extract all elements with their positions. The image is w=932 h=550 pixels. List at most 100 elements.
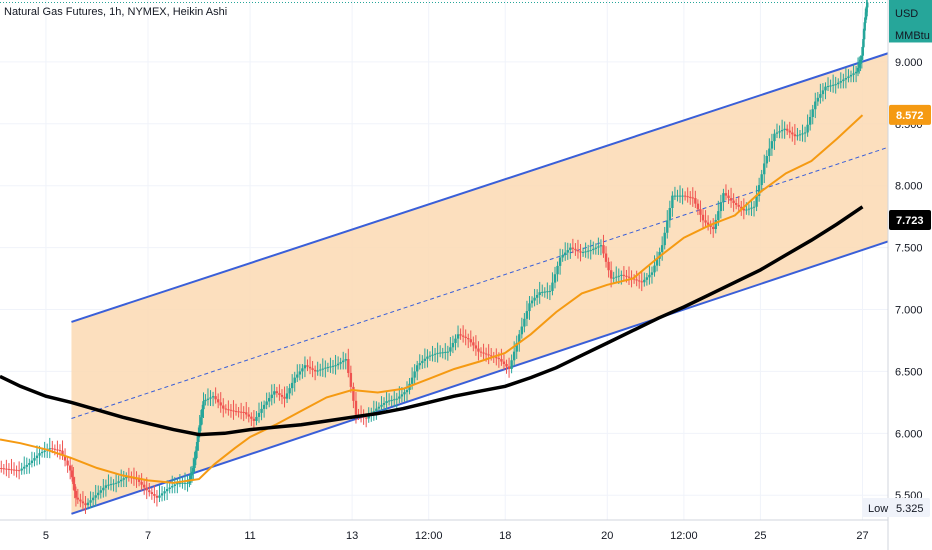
candle-body: [780, 130, 784, 132]
candle-body: [464, 336, 467, 338]
price-axis[interactable]: 9.0008.5008.0007.5007.0006.5006.0005.500…: [862, 0, 932, 550]
candle-body: [558, 257, 562, 266]
candle-body: [584, 251, 587, 253]
candle-body: [257, 412, 261, 417]
low-label-value: 5.325: [896, 503, 924, 515]
price-tick-label: 8.000: [895, 181, 923, 193]
heikin-ashi-candles: [0, 0, 869, 514]
candle-body: [861, 47, 865, 56]
candle-body: [232, 410, 235, 412]
candle-body: [837, 82, 840, 85]
candle-body: [571, 247, 575, 249]
candle-body: [793, 134, 797, 137]
candle-body: [449, 347, 452, 352]
candle-body: [436, 352, 439, 354]
candle-body: [181, 482, 184, 484]
candle-body: [523, 318, 526, 327]
candle-body: [564, 252, 567, 256]
candle-body: [395, 398, 398, 400]
candle-body: [459, 334, 462, 336]
candle-body: [834, 84, 837, 86]
candle-body: [227, 409, 230, 411]
candle-body: [589, 250, 592, 252]
candle-body: [791, 132, 794, 135]
candle-body: [653, 265, 656, 273]
candle-body: [604, 253, 608, 262]
candle-body: [390, 399, 393, 401]
candle-body: [740, 206, 743, 209]
channel-lower-line: [71, 240, 889, 515]
candle-body: [201, 409, 204, 418]
candle-body: [25, 464, 28, 467]
candle-body: [171, 485, 174, 488]
candle-body: [808, 117, 812, 125]
candle-body: [788, 130, 791, 133]
candle-body: [819, 94, 822, 98]
candle-body: [339, 362, 342, 364]
candle-body: [91, 497, 95, 501]
candle-body: [773, 133, 776, 142]
channel-upper-line: [71, 52, 889, 323]
candle-body: [862, 39, 865, 48]
candle-body: [416, 365, 419, 372]
candle-body: [324, 367, 327, 369]
candle-body: [824, 86, 827, 91]
candle-body: [609, 270, 613, 279]
candle-body: [535, 294, 539, 298]
candle-body: [114, 482, 118, 484]
candle-body: [691, 197, 694, 199]
candle-body: [865, 7, 868, 13]
candle-body: [329, 366, 332, 368]
price-badge: [889, 210, 931, 231]
candle-body: [301, 368, 304, 372]
candle-body: [38, 453, 41, 456]
time-axis[interactable]: 5 7 11 13 12:00 18 20 12:00 25 27: [0, 519, 888, 542]
candle-body: [202, 401, 205, 410]
candle-body: [737, 204, 740, 207]
candle-body: [413, 371, 416, 378]
candle-body: [311, 368, 314, 370]
candle-body: [712, 226, 715, 230]
candle-body: [538, 292, 541, 295]
candle-body: [760, 174, 763, 186]
candle-body: [193, 459, 196, 468]
candle-body: [222, 405, 225, 409]
time-tick-label: 20: [601, 530, 613, 542]
candle-body: [607, 261, 610, 271]
candle-body: [763, 163, 766, 175]
parallel-channel: [71, 52, 889, 515]
candle-body: [556, 265, 559, 275]
candle-body: [252, 418, 256, 421]
candle-body: [288, 388, 291, 394]
candle-body: [681, 195, 684, 197]
candle-body: [510, 360, 513, 369]
candle-body: [326, 367, 330, 369]
candle-body: [592, 248, 595, 251]
candle-body: [719, 202, 723, 212]
candle-body: [153, 494, 156, 496]
candle-body: [581, 251, 585, 253]
candle-body: [336, 363, 340, 366]
candle-body: [490, 355, 493, 357]
candle-body: [2, 468, 6, 470]
candle-body: [219, 402, 222, 406]
candle-body: [7, 468, 11, 470]
candle-body: [729, 198, 733, 201]
candle-body: [727, 195, 730, 199]
candle-body: [678, 195, 682, 197]
candle-body: [428, 355, 432, 357]
candle-body: [183, 482, 187, 484]
candle-body: [342, 360, 345, 363]
candle-body: [638, 280, 641, 282]
candle-body: [349, 372, 353, 387]
candle-body: [280, 394, 284, 397]
candle-body: [755, 195, 758, 207]
candle-body: [467, 338, 470, 340]
candle-body: [734, 203, 738, 205]
candle-body: [189, 475, 192, 480]
candle-body: [520, 326, 524, 335]
candle-body: [163, 491, 166, 494]
candle-body: [579, 251, 582, 253]
candle-body: [444, 351, 447, 353]
